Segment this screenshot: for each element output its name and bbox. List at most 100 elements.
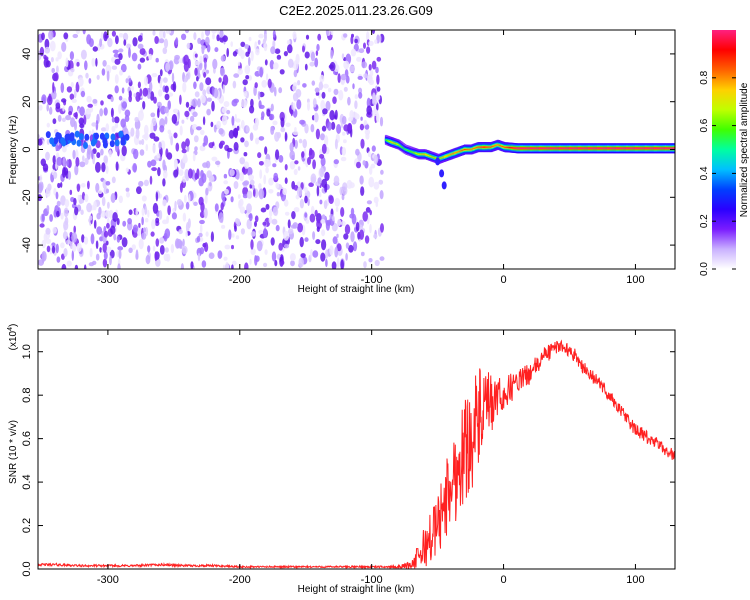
- noise-speck: [115, 161, 119, 171]
- noise-speck: [378, 179, 384, 185]
- noise-speck: [245, 75, 250, 80]
- spectrogram-y-tick-label: -40: [21, 237, 33, 253]
- noise-speck: [38, 104, 43, 111]
- snr-background: [38, 330, 675, 569]
- noise-speck: [292, 92, 299, 102]
- noise-speck: [167, 100, 171, 110]
- signal-cell: [552, 147, 555, 149]
- noise-speck: [96, 226, 103, 235]
- noise-speck: [343, 60, 350, 70]
- noise-speck: [360, 251, 365, 257]
- noise-speck: [345, 242, 350, 249]
- noise-speck: [246, 190, 253, 199]
- noise-speck: [56, 210, 60, 218]
- noise-speck: [248, 213, 253, 222]
- noise-speck: [348, 116, 353, 122]
- signal-cell: [533, 147, 536, 149]
- noise-speck: [93, 219, 97, 229]
- noise-speck: [212, 145, 217, 150]
- noise-speck: [330, 30, 334, 35]
- noise-speck: [356, 56, 362, 62]
- noise-speck: [155, 191, 159, 202]
- noise-speck: [145, 144, 149, 151]
- noise-speck: [205, 77, 212, 86]
- noise-band-speck: [53, 137, 59, 145]
- noise-speck: [314, 57, 319, 68]
- noise-speck: [137, 63, 142, 70]
- noise-speck: [63, 248, 68, 257]
- noise-speck: [105, 123, 110, 132]
- noise-speck: [218, 212, 224, 223]
- noise-speck: [116, 235, 121, 243]
- snr-frame: [37, 329, 676, 570]
- noise-speck: [130, 86, 135, 91]
- noise-speck: [147, 245, 151, 253]
- spectrogram-x-axis-label: Height of straight line (km): [298, 284, 415, 295]
- noise-speck: [85, 108, 92, 115]
- noise-speck: [222, 74, 229, 86]
- noise-speck: [172, 81, 177, 93]
- noise-speck: [360, 186, 365, 197]
- noise-speck: [95, 240, 99, 249]
- noise-speck: [235, 218, 240, 224]
- noise-speck: [271, 218, 278, 225]
- noise-speck: [105, 64, 112, 74]
- noise-speck: [147, 160, 152, 168]
- noise-speck: [139, 48, 146, 55]
- noise-speck: [299, 236, 304, 248]
- noise-speck: [362, 211, 369, 222]
- noise-speck: [131, 52, 138, 62]
- signal-cell: [562, 147, 565, 149]
- noise-speck: [205, 160, 211, 169]
- noise-speck: [143, 227, 146, 233]
- noise-speck: [144, 76, 148, 86]
- noise-speck: [142, 100, 146, 110]
- noise-speck: [219, 140, 225, 146]
- noise-speck: [158, 210, 163, 220]
- noise-speck: [171, 114, 178, 124]
- noise-speck: [321, 229, 326, 237]
- noise-speck: [376, 86, 381, 92]
- noise-speck: [275, 224, 280, 232]
- noise-speck: [49, 106, 53, 115]
- signal-cell: [629, 147, 632, 149]
- noise-speck: [157, 167, 161, 177]
- noise-speck: [123, 39, 127, 46]
- noise-speck: [121, 237, 128, 248]
- noise-band-speck: [124, 133, 130, 141]
- noise-band-speck: [102, 137, 108, 145]
- noise-speck: [60, 195, 66, 206]
- noise-speck: [75, 157, 80, 167]
- noise-speck: [52, 155, 56, 165]
- noise-speck: [287, 44, 293, 54]
- noise-speck: [163, 77, 168, 83]
- noise-speck: [110, 193, 116, 203]
- noise-speck: [272, 30, 276, 38]
- noise-speck: [139, 57, 146, 63]
- noise-speck: [44, 46, 51, 54]
- noise-speck: [38, 181, 44, 192]
- noise-speck: [121, 87, 125, 94]
- noise-speck: [199, 224, 203, 234]
- noise-speck: [99, 38, 103, 48]
- noise-speck: [366, 46, 371, 54]
- noise-speck: [80, 209, 84, 215]
- noise-speck: [194, 91, 200, 98]
- noise-speck: [369, 209, 373, 216]
- noise-speck: [276, 54, 282, 60]
- noise-speck: [155, 217, 160, 224]
- noise-speck: [304, 195, 308, 204]
- noise-speck: [259, 169, 263, 180]
- noise-speck: [199, 145, 206, 152]
- noise-speck: [340, 207, 345, 217]
- noise-speck: [77, 194, 81, 201]
- noise-speck: [159, 237, 165, 244]
- noise-speck: [91, 149, 94, 160]
- noise-speck: [317, 33, 322, 41]
- noise-speck: [258, 33, 264, 39]
- noise-speck: [370, 163, 376, 169]
- noise-speck: [181, 33, 187, 40]
- noise-speck: [121, 101, 128, 109]
- noise-speck: [128, 209, 133, 215]
- noise-speck: [219, 67, 226, 77]
